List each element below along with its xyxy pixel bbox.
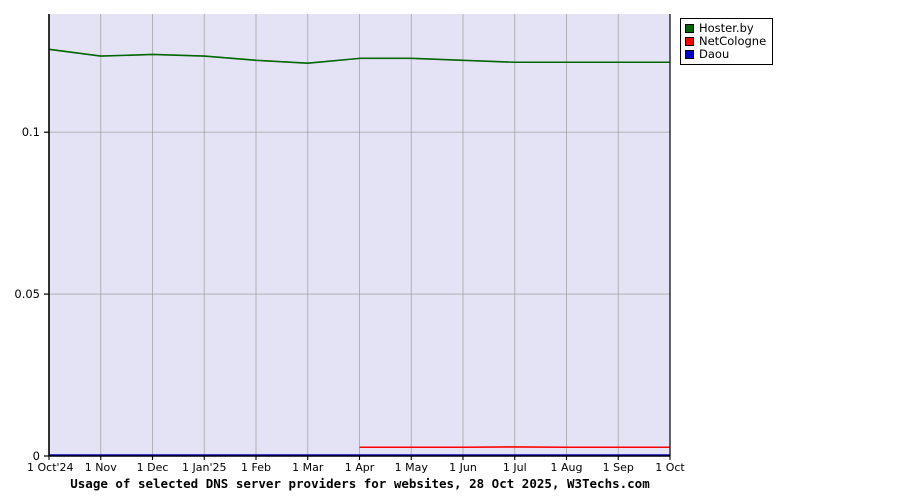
x-tick-label: 1 Jan'25 [182, 461, 226, 474]
y-tick-label: 0 [33, 449, 40, 463]
x-tick-label: 1 Oct [655, 461, 685, 474]
x-tick-label: 1 Jul [503, 461, 527, 474]
x-tick-label: 1 Nov [85, 461, 117, 474]
x-tick-label: 1 Apr [345, 461, 375, 474]
legend-label-daou: Daou [699, 47, 730, 61]
series-line-hoster-by [48, 48, 670, 65]
legend-item-netcologne: NetCologne [685, 35, 766, 48]
x-tick-label: 1 Jun [449, 461, 477, 474]
x-tick-label: 1 Feb [241, 461, 271, 474]
legend-swatch-hoster-by-icon [685, 24, 694, 33]
data-series-group [48, 48, 670, 456]
x-tick-label: 1 Oct'24 [27, 461, 74, 474]
x-tick-label: 1 Mar [292, 461, 324, 474]
chart-caption: Usage of selected DNS server providers f… [70, 476, 650, 491]
x-tick-label: 1 May [395, 461, 429, 474]
legend-label-netcologne: NetCologne [699, 34, 767, 48]
legend-item-daou: Daou [685, 48, 766, 61]
legend-item-hoster-by: Hoster.by [685, 22, 766, 35]
chart-legend: Hoster.by NetCologne Daou [680, 18, 774, 65]
grid-lines [49, 14, 671, 456]
legend-swatch-daou-icon [685, 50, 694, 59]
y-axis-ticks: 0 0.05 0.1 [14, 125, 49, 463]
y-tick-label: 0.1 [22, 125, 40, 139]
x-axis-ticks: 1 Oct'24 1 Nov 1 Dec 1 Jan'25 1 Feb 1 Mar 1 Ap… [27, 456, 685, 474]
legend-swatch-netcologne-icon [685, 37, 694, 46]
x-tick-label: 1 Sep [603, 461, 634, 474]
x-tick-label: 1 Aug [551, 461, 583, 474]
legend-label-hoster-by: Hoster.by [699, 21, 754, 35]
x-tick-label: 1 Dec [137, 461, 169, 474]
y-tick-label: 0.05 [14, 287, 40, 301]
